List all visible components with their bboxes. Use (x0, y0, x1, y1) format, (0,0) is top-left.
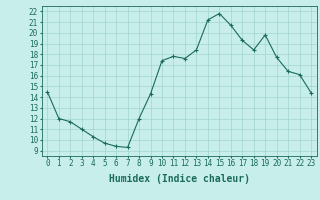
X-axis label: Humidex (Indice chaleur): Humidex (Indice chaleur) (109, 174, 250, 184)
